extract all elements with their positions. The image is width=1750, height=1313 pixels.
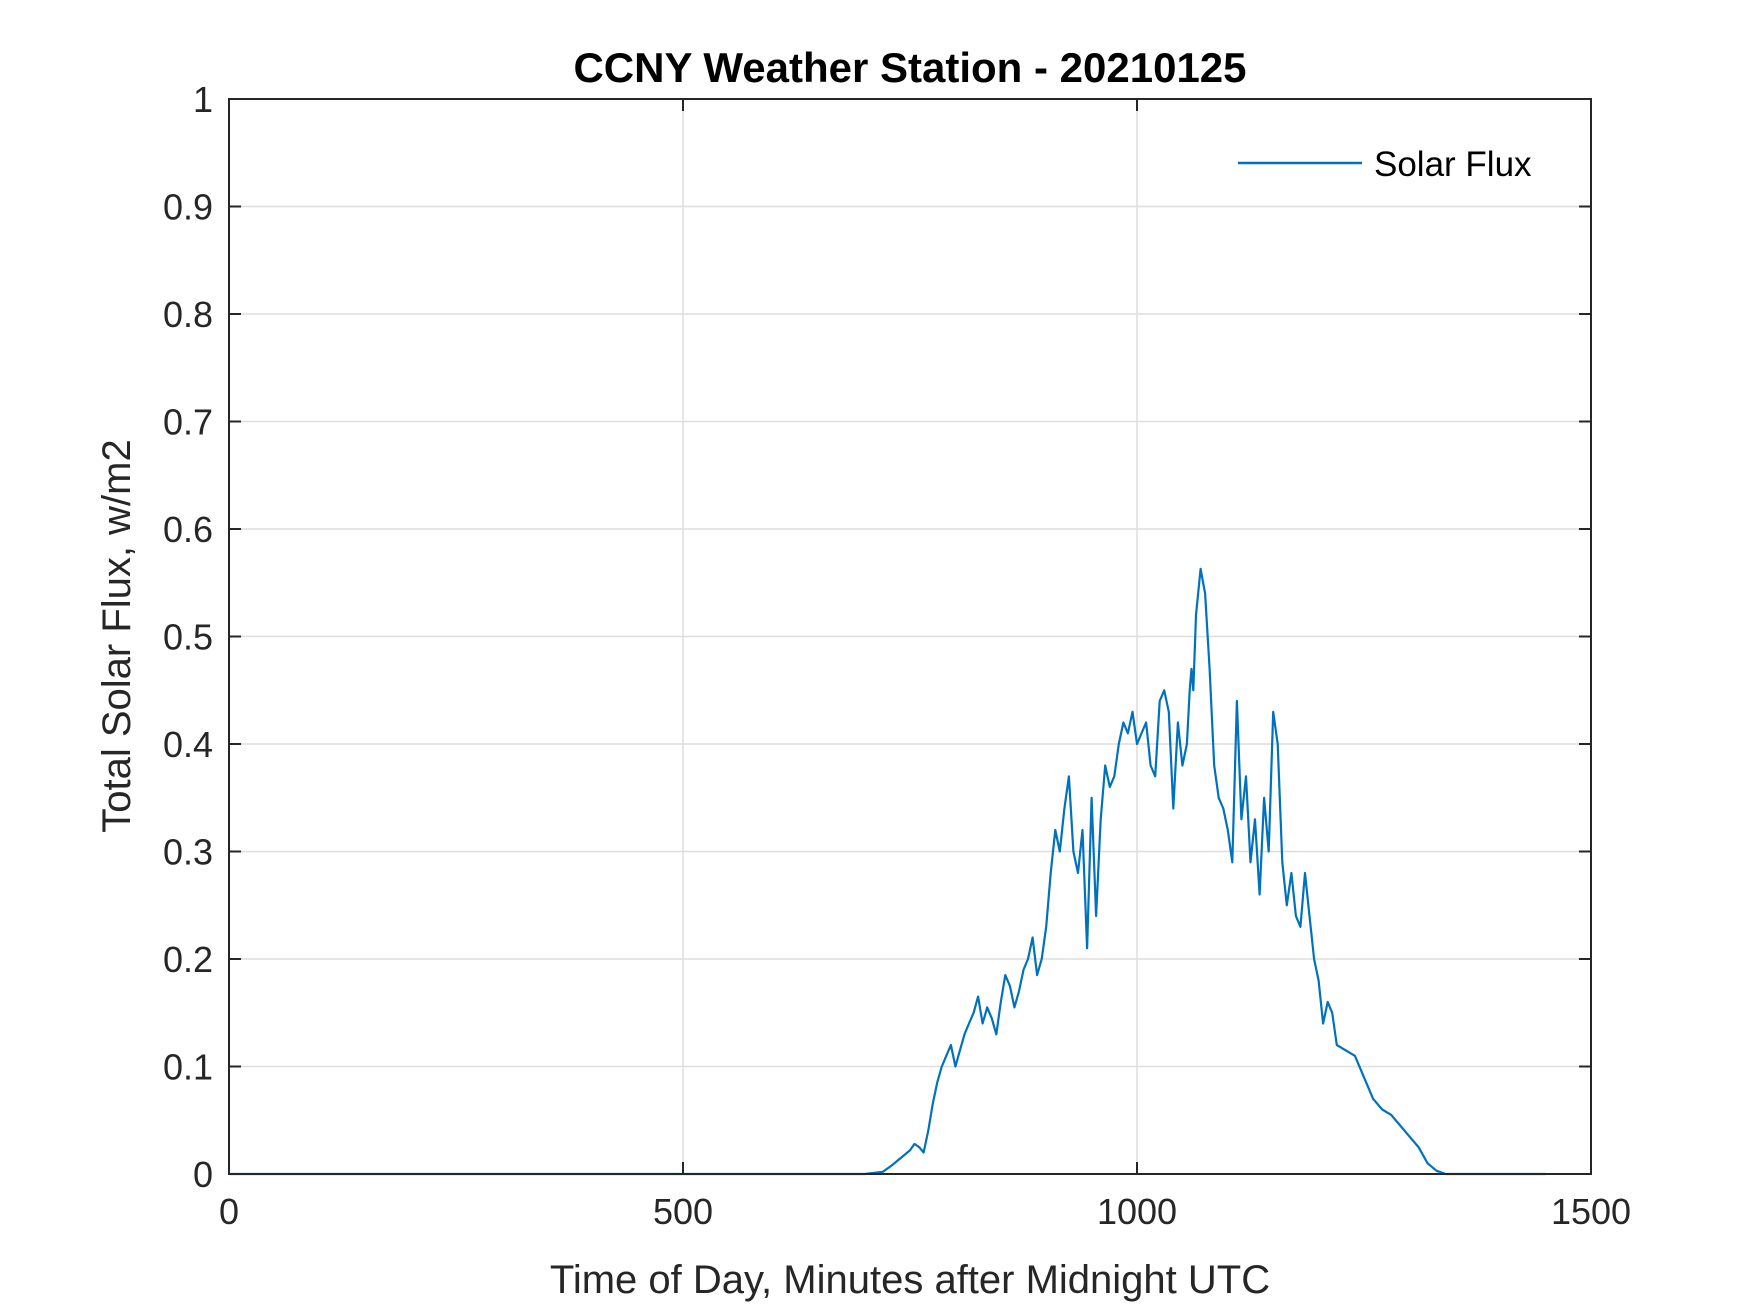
x-tick-label: 0 bbox=[219, 1191, 239, 1232]
y-tick-label: 0 bbox=[193, 1154, 213, 1195]
x-tick-label: 500 bbox=[653, 1191, 713, 1232]
y-tick-label: 0.9 bbox=[163, 187, 213, 228]
x-tick-label: 1500 bbox=[1551, 1191, 1631, 1232]
y-tick-label: 0.2 bbox=[163, 939, 213, 980]
y-tick-label: 0.1 bbox=[163, 1047, 213, 1088]
plot-area-border bbox=[228, 98, 1592, 1175]
x-axis-label: Time of Day, Minutes after Midnight UTC bbox=[550, 1258, 1270, 1302]
y-tick-label: 1 bbox=[193, 79, 213, 120]
grid-layer bbox=[229, 99, 1591, 1174]
chart-title: CCNY Weather Station - 20210125 bbox=[573, 44, 1246, 91]
y-axis-label: Total Solar Flux, w/m2 bbox=[95, 439, 139, 832]
series-layer bbox=[229, 567, 1546, 1176]
y-tick-label: 0.4 bbox=[163, 724, 213, 765]
x-tick-label: 1000 bbox=[1097, 1191, 1177, 1232]
legend: Solar Flux bbox=[1238, 145, 1532, 184]
series-line-solar-flux bbox=[229, 567, 1546, 1176]
y-tick-label: 0.8 bbox=[163, 294, 213, 335]
x-tick-labels: 0 500 1000 1500 bbox=[219, 1191, 1631, 1232]
y-tick-label: 0.5 bbox=[163, 617, 213, 658]
y-tick-labels: 0 0.1 0.2 0.3 0.4 0.5 0.6 0.7 0.8 0.9 1 bbox=[163, 79, 213, 1195]
y-tick-label: 0.7 bbox=[163, 402, 213, 443]
y-tick-label: 0.6 bbox=[163, 509, 213, 550]
legend-label-solar-flux: Solar Flux bbox=[1374, 145, 1532, 184]
y-tick-label: 0.3 bbox=[163, 832, 213, 873]
